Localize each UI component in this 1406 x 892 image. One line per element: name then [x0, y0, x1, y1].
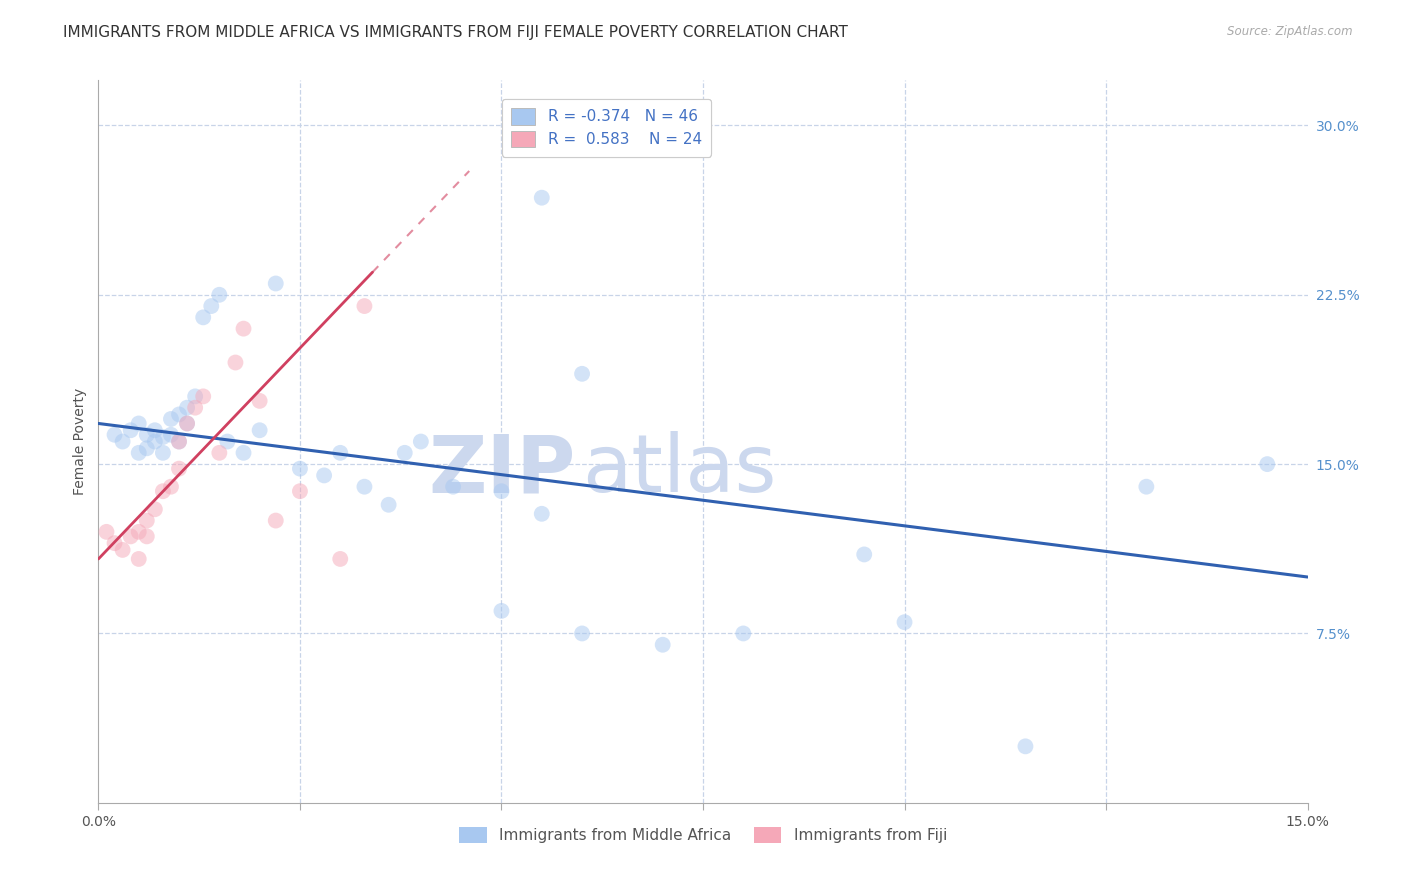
Text: ZIP: ZIP [429, 432, 576, 509]
Point [314, 468, 336, 483]
Legend: R = -0.374   N = 46, R =  0.583    N = 24: R = -0.374 N = 46, R = 0.583 N = 24 [502, 99, 711, 156]
Point [530, 507, 553, 521]
Point [143, 502, 166, 516]
Point [1256, 457, 1278, 471]
Point [377, 498, 399, 512]
Point [167, 434, 190, 449]
Point [224, 355, 246, 369]
Point [128, 552, 150, 566]
Point [167, 434, 190, 449]
Point [152, 484, 174, 499]
Point [103, 427, 125, 442]
Point [128, 524, 150, 539]
Point [1014, 739, 1036, 754]
Point [1135, 480, 1157, 494]
Point [733, 626, 755, 640]
Point [249, 423, 271, 437]
Point [249, 393, 271, 408]
Text: Source: ZipAtlas.com: Source: ZipAtlas.com [1227, 25, 1353, 38]
Point [160, 480, 183, 494]
Point [208, 287, 231, 301]
Point [143, 434, 166, 449]
Point [111, 434, 134, 449]
Point [353, 480, 375, 494]
Point [353, 299, 375, 313]
Point [491, 484, 513, 499]
Point [152, 446, 174, 460]
Point [329, 552, 352, 566]
Point [167, 461, 190, 475]
Point [264, 277, 287, 291]
Point [193, 310, 215, 325]
Point [120, 529, 142, 543]
Point [176, 417, 198, 431]
Text: atlas: atlas [582, 432, 776, 509]
Point [135, 427, 157, 442]
Text: IMMIGRANTS FROM MIDDLE AFRICA VS IMMIGRANTS FROM FIJI FEMALE POVERTY CORRELATION: IMMIGRANTS FROM MIDDLE AFRICA VS IMMIGRA… [63, 25, 848, 40]
Point [571, 367, 593, 381]
Point [394, 446, 416, 460]
Point [96, 524, 118, 539]
Point [143, 423, 166, 437]
Point [264, 514, 287, 528]
Point [491, 604, 513, 618]
Point [441, 480, 464, 494]
Point [160, 427, 183, 442]
Point [111, 542, 134, 557]
Point [232, 446, 254, 460]
Point [128, 417, 150, 431]
Point [217, 434, 239, 449]
Point [160, 412, 183, 426]
Point [184, 389, 207, 403]
Point [176, 417, 198, 431]
Point [329, 446, 352, 460]
Point [135, 442, 157, 456]
Point [893, 615, 915, 630]
Point [103, 536, 125, 550]
Point [135, 529, 157, 543]
Point [193, 389, 215, 403]
Point [200, 299, 222, 313]
Point [651, 638, 673, 652]
Point [288, 484, 311, 499]
Point [120, 423, 142, 437]
Point [208, 446, 231, 460]
Point [167, 408, 190, 422]
Point [128, 446, 150, 460]
Y-axis label: Female Poverty: Female Poverty [73, 388, 87, 495]
Point [409, 434, 432, 449]
Point [288, 461, 311, 475]
Point [530, 191, 553, 205]
Point [135, 514, 157, 528]
Point [152, 430, 174, 444]
Point [232, 321, 254, 335]
Point [176, 401, 198, 415]
Point [853, 548, 876, 562]
Point [184, 401, 207, 415]
Point [571, 626, 593, 640]
